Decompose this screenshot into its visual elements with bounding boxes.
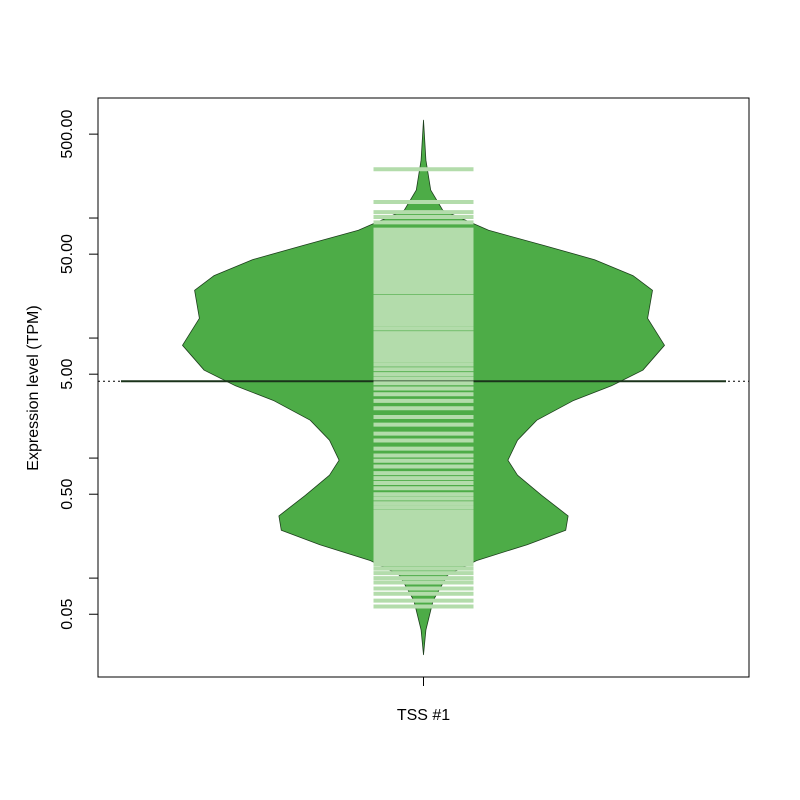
- y-tick-label: 0.50: [59, 479, 76, 510]
- y-tick-label: 500.00: [59, 110, 76, 159]
- y-tick-label: 0.05: [59, 599, 76, 630]
- x-tick-label: TSS #1: [397, 707, 450, 724]
- y-axis-label: Expression level (TPM): [25, 305, 42, 470]
- y-tick-label: 5.00: [59, 359, 76, 390]
- y-tick-label: 50.00: [59, 234, 76, 274]
